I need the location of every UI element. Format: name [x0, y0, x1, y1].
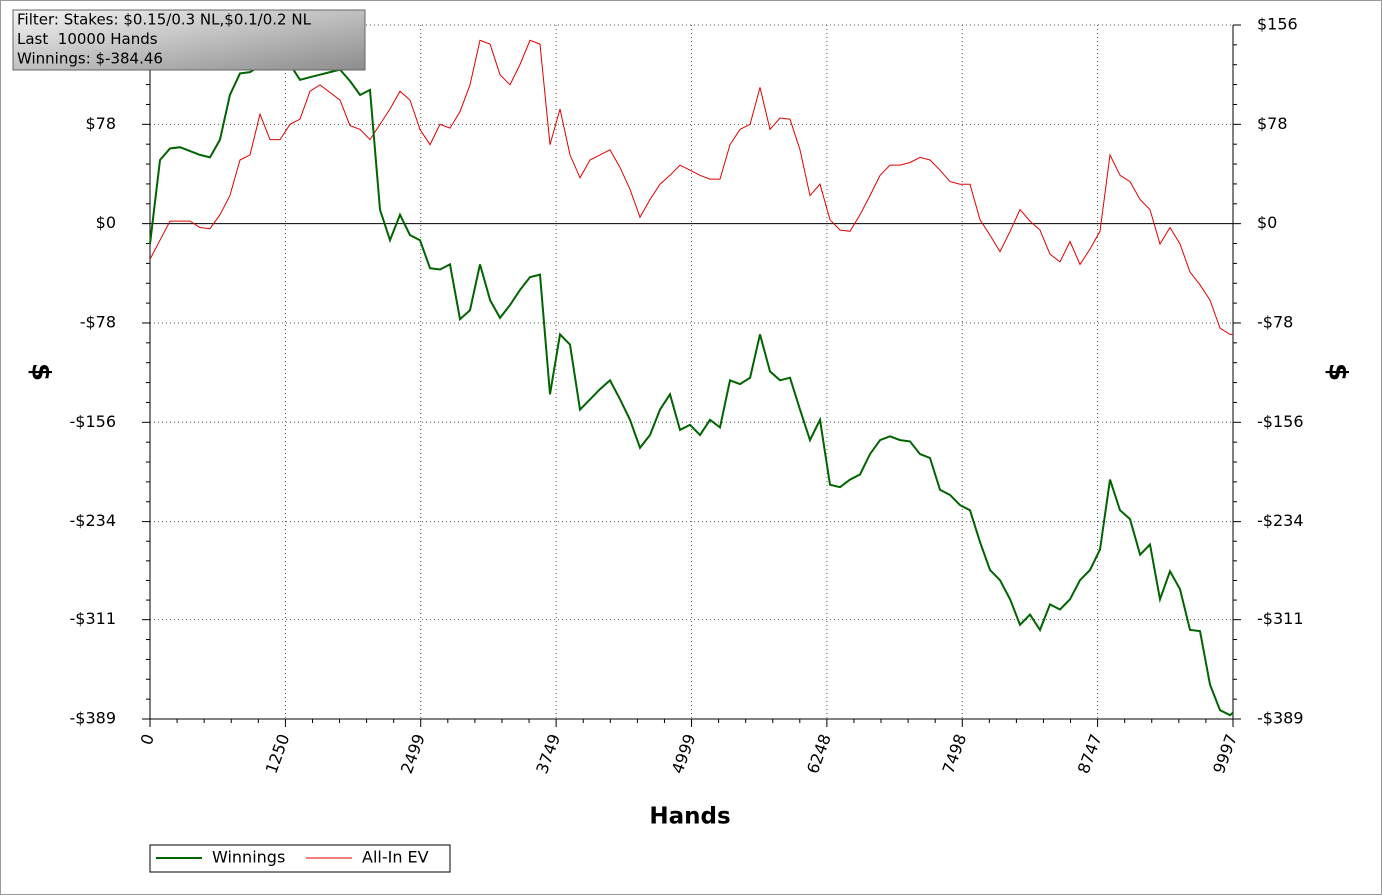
y2-tick-label: $78: [1257, 114, 1288, 133]
y-tick-label: -$389: [70, 709, 117, 728]
y-tick-label: -$311: [70, 609, 117, 628]
y2-tick-label: -$78: [1257, 312, 1293, 331]
filter-text: Filter: Stakes: $0.15/0.3 NL,$0.1/0.2 NL: [17, 11, 312, 29]
y-tick-label: -$78: [80, 312, 116, 331]
filter-text: Winnings: $-384.46: [17, 50, 163, 68]
filter-text: Last 10000 Hands: [17, 30, 158, 48]
y-tick-label: -$234: [70, 511, 117, 530]
y2-tick-label: -$156: [1257, 412, 1304, 431]
series-line: [149, 58, 1234, 717]
y2-tick-label: $156: [1257, 15, 1298, 34]
y-tick-label: $78: [85, 114, 116, 133]
x-axis-label: Hands: [649, 804, 730, 830]
y-tick-label: $0: [96, 213, 116, 232]
legend-label: Winnings: [212, 848, 285, 867]
legend: [149, 844, 451, 873]
y2-tick-label: -$311: [1257, 609, 1304, 628]
filter-box: [12, 9, 366, 71]
y-tick-label: -$156: [70, 412, 117, 431]
y2-tick-label: -$234: [1257, 511, 1304, 530]
y-axis-label: $: [26, 363, 56, 381]
y2-tick-label: -$389: [1257, 709, 1304, 728]
y2-axis-label: $: [1323, 363, 1353, 381]
series-line: [149, 39, 1233, 335]
y2-tick-label: $0: [1257, 213, 1277, 232]
legend-label: All-In EV: [362, 848, 429, 867]
